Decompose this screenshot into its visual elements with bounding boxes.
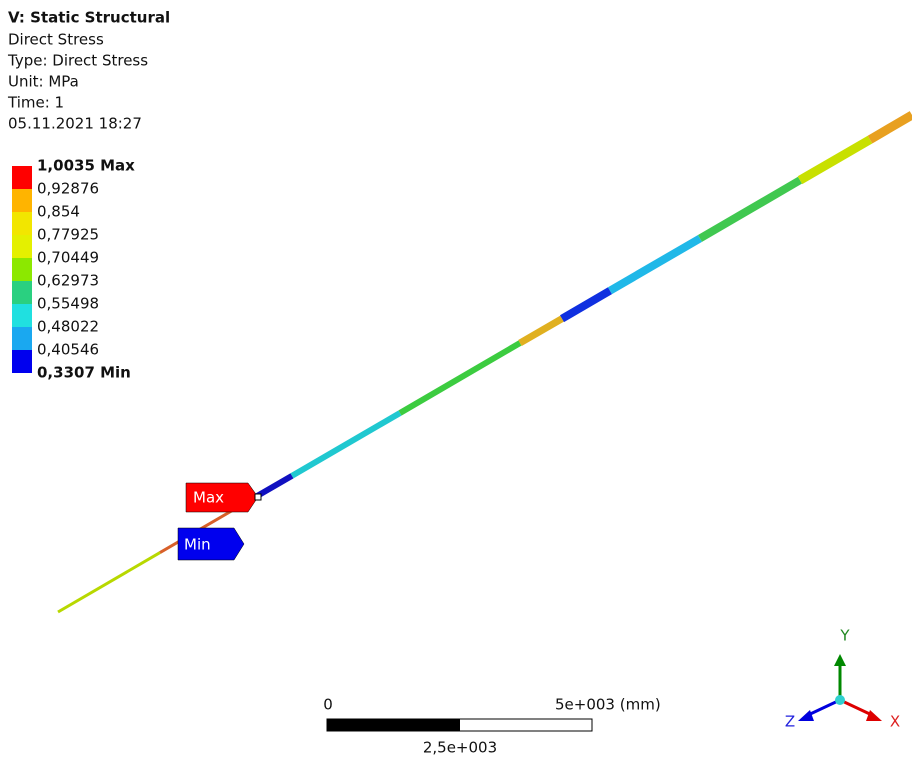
probe-label: Max [193, 489, 224, 507]
scale-start: 0 [323, 696, 333, 714]
header-line: Type: Direct Stress [7, 52, 148, 70]
legend-label: 0,854 [37, 203, 80, 221]
scale-middle: 2,5e+003 [423, 739, 497, 757]
legend-label: 1,0035 Max [37, 157, 135, 175]
scale-bar: 0 5e+003 (mm) 2,5e+003 [323, 696, 660, 757]
header-line: Direct Stress [8, 31, 104, 49]
axis-label: Y [839, 627, 850, 645]
min-probe: Min [178, 528, 244, 560]
legend-swatch [12, 327, 32, 350]
probe-label: Min [184, 536, 211, 554]
axis-label: X [890, 713, 900, 731]
viewport: V: Static Structural Direct Stress Type:… [0, 0, 912, 760]
legend-label: 0,3307 Min [37, 364, 131, 382]
header-line: 05.11.2021 18:27 [8, 115, 142, 133]
legend-swatch [12, 304, 32, 327]
legend-label: 0,77925 [37, 226, 99, 244]
legend-swatch [12, 350, 32, 373]
legend-swatch [12, 281, 32, 304]
legend-swatch [12, 212, 32, 235]
triad: Y X Z [785, 627, 900, 731]
legend-swatch [12, 166, 32, 189]
legend-label: 0,40546 [37, 341, 99, 359]
legend-swatch [12, 189, 32, 212]
legend-label: 0,70449 [37, 249, 99, 267]
header-line: Unit: MPa [8, 73, 79, 91]
result-title: V: Static Structural [8, 9, 170, 27]
axis-label: Z [785, 713, 795, 731]
legend-swatch [12, 235, 32, 258]
scale-end: 5e+003 (mm) [555, 696, 661, 714]
max-probe: Max [186, 483, 261, 512]
legend-label: 0,62973 [37, 272, 99, 290]
legend-label: 0,55498 [37, 295, 99, 313]
legend-label: 0,48022 [37, 318, 99, 336]
legend-swatch [12, 258, 32, 281]
page: {"header": {"title": "V: Static Structur… [0, 0, 912, 764]
legend: 1,0035 Max 0,92876 0,854 0,77925 0,70449 0,62… [12, 157, 135, 382]
legend-label: 0,92876 [37, 180, 99, 198]
header-line: Time: 1 [7, 94, 64, 112]
